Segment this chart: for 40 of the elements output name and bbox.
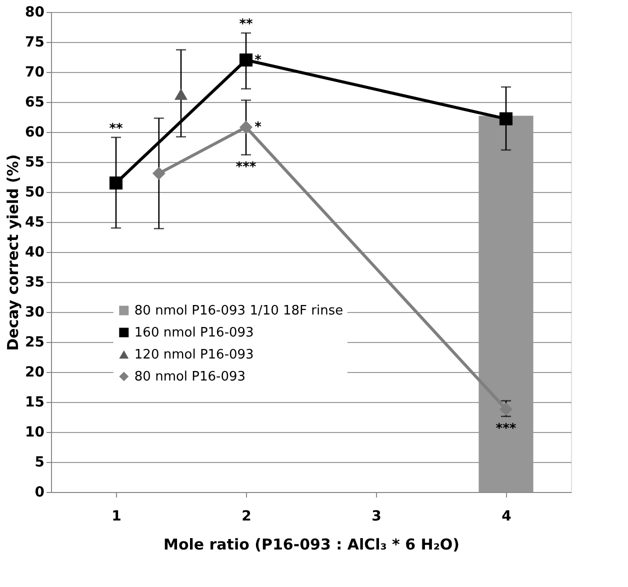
point — [239, 120, 253, 134]
y-tick-label: 25 — [25, 334, 44, 350]
point — [174, 88, 188, 100]
point — [499, 112, 513, 126]
x-tick-label: 3 — [372, 508, 382, 524]
y-tick-label: 0 — [34, 484, 45, 500]
x-axis-title: Mole ratio (P16-093 : AlCl₃ * 6 H₂O) — [164, 536, 460, 554]
y-tick-label: 35 — [25, 274, 44, 290]
y-tick-label: 45 — [25, 214, 44, 230]
y-tick-label: 20 — [25, 364, 45, 380]
annotation: * — [254, 120, 262, 136]
point — [152, 166, 166, 180]
annotation: *** — [496, 421, 516, 436]
legend-label: 160 nmol P16-093 — [134, 326, 254, 340]
x-tick-label: 2 — [242, 508, 252, 524]
annotation: ** — [239, 17, 253, 32]
x-tick-label: 1 — [112, 508, 122, 524]
y-tick-label: 65 — [25, 94, 44, 110]
x-tick-label: 4 — [502, 508, 512, 524]
y-tick-label: 10 — [25, 424, 45, 440]
y-tick-label: 70 — [25, 64, 45, 80]
point — [499, 402, 513, 416]
y-tick-label: 80 — [25, 4, 45, 20]
y-tick-label: 40 — [25, 244, 45, 260]
y-tick-label: 30 — [25, 304, 45, 320]
y-tick-label: 55 — [25, 154, 44, 170]
point — [109, 176, 123, 190]
y-tick-label: 60 — [25, 124, 45, 140]
y-tick-label: 5 — [34, 454, 44, 470]
y-tick-label: 75 — [25, 34, 44, 50]
y-tick-label: 15 — [25, 394, 44, 410]
y-axis-title: Decay correct yield (%) — [4, 154, 22, 351]
annotation: *** — [236, 160, 256, 175]
legend-label: 120 nmol P16-093 — [134, 348, 254, 362]
annotation: * — [254, 53, 262, 68]
y-tick-label: 50 — [25, 184, 45, 200]
point — [239, 53, 253, 67]
legend-label: 80 nmol P16-093 — [134, 370, 246, 384]
annotation: ** — [109, 121, 123, 136]
legend-label: 80 nmol P16-093 1/10 18F rinse — [134, 304, 344, 318]
